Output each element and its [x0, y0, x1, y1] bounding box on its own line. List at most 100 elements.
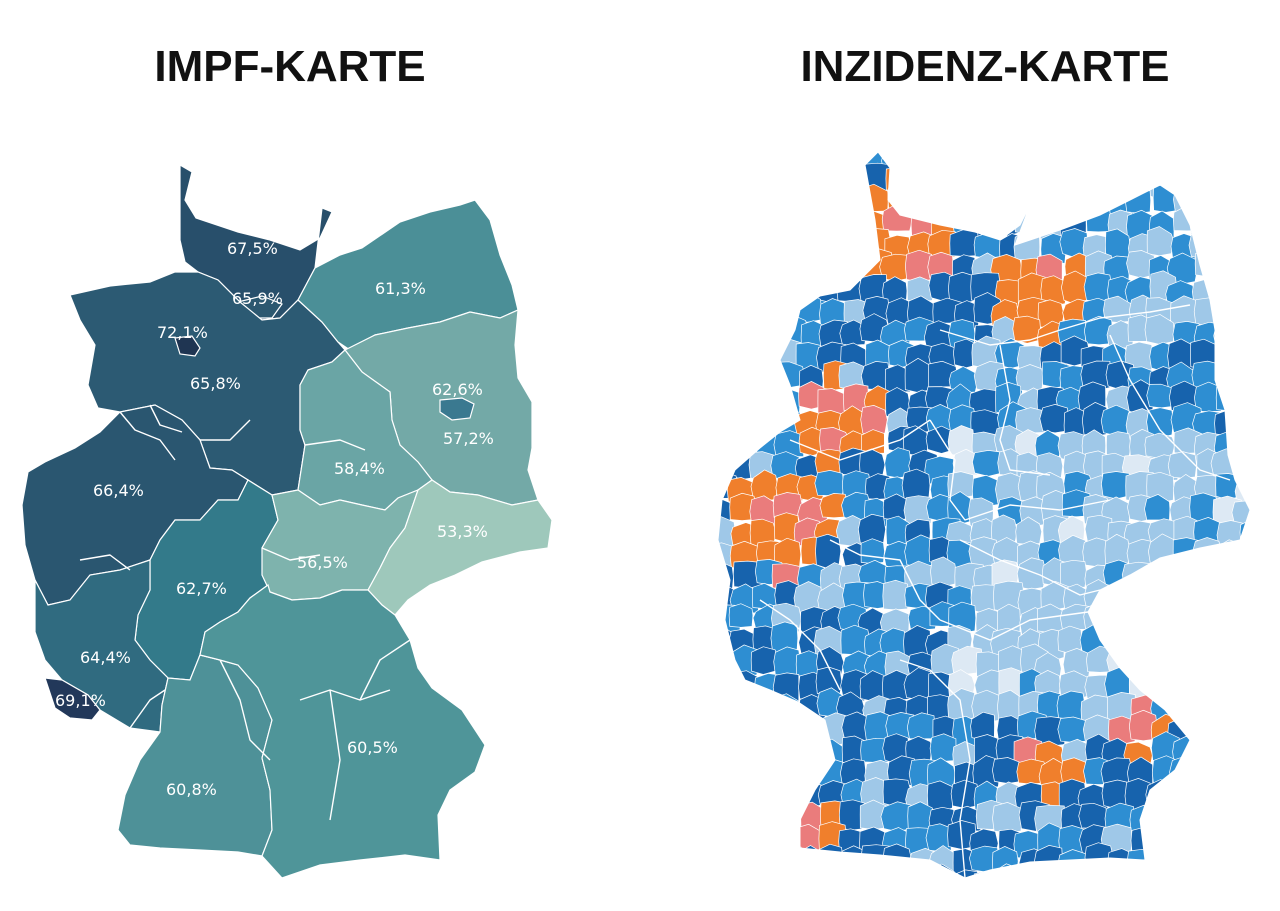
district: [755, 711, 780, 743]
district: [718, 211, 733, 243]
district: [1144, 314, 1175, 345]
district: [1237, 317, 1250, 345]
district: [726, 382, 754, 412]
district: [1166, 602, 1194, 632]
inzidenz-state-borders: [759, 304, 1231, 879]
district: [728, 213, 755, 243]
district: [1237, 212, 1250, 238]
district: [882, 669, 911, 702]
district: [882, 870, 909, 878]
district: [731, 802, 761, 832]
district: [1213, 691, 1243, 723]
district: [1238, 430, 1250, 457]
label-mecklenburg-vorpommern: 61,3%: [375, 279, 426, 298]
district: [776, 166, 806, 192]
district: [993, 189, 1022, 220]
district: [860, 866, 887, 878]
district: [929, 733, 957, 762]
district: [951, 205, 984, 235]
state-bremen: [174, 335, 201, 357]
label-saarland: 69,1%: [55, 691, 106, 710]
district: [1215, 739, 1246, 768]
district: [905, 152, 937, 173]
district: [1236, 165, 1250, 195]
district: [1061, 270, 1088, 305]
district: [1231, 843, 1250, 876]
district: [1193, 297, 1224, 326]
district: [797, 204, 824, 235]
district: [1234, 152, 1250, 169]
district: [929, 190, 956, 223]
district: [1218, 336, 1245, 367]
district: [1212, 802, 1243, 834]
district: [1056, 690, 1086, 720]
label-hamburg: 65,9%: [232, 289, 283, 308]
district: [727, 738, 757, 763]
district: [927, 229, 956, 259]
district: [1214, 409, 1244, 436]
district: [718, 670, 738, 698]
district: [729, 762, 758, 791]
district: [748, 209, 775, 245]
district: [718, 341, 740, 367]
district: [1057, 849, 1088, 878]
district: [1126, 848, 1159, 876]
district: [728, 270, 754, 300]
district: [1035, 864, 1061, 878]
district: [770, 714, 800, 749]
district: [1100, 605, 1130, 639]
district: [953, 166, 978, 197]
district: [1037, 191, 1067, 218]
district: [1105, 152, 1133, 169]
district: [754, 187, 785, 222]
district: [926, 167, 953, 198]
label-brandenburg: 57,2%: [443, 429, 494, 448]
district: [1231, 500, 1250, 527]
district: [860, 538, 885, 564]
district: [776, 250, 804, 284]
district: [973, 870, 1003, 878]
district: [1213, 872, 1246, 878]
district: [946, 182, 976, 213]
district: [1233, 648, 1250, 681]
district: [1146, 226, 1175, 257]
district: [1189, 732, 1221, 763]
district: [728, 294, 757, 326]
state-saarland: [44, 677, 101, 721]
district: [730, 821, 763, 849]
district: [1215, 272, 1242, 305]
district: [1173, 152, 1201, 173]
district: [1238, 781, 1250, 811]
label-bremen: 72,1%: [157, 323, 208, 342]
district: [779, 152, 805, 172]
district: [972, 152, 1003, 167]
district: [1190, 717, 1219, 744]
district: [748, 847, 775, 878]
district: [1061, 167, 1091, 199]
district: [749, 256, 782, 286]
district: [718, 257, 732, 285]
district: [755, 823, 782, 849]
district: [815, 184, 845, 214]
district: [718, 873, 734, 878]
district: [1035, 159, 1066, 189]
district: [718, 232, 734, 261]
district: [771, 273, 802, 304]
district: [1150, 646, 1181, 677]
district: [1234, 760, 1250, 790]
district: [1126, 159, 1156, 192]
district: [1215, 820, 1246, 849]
district: [1146, 407, 1174, 439]
district: [1191, 631, 1224, 662]
inzidenz-country-outline: [717, 151, 1251, 879]
district: [1193, 827, 1221, 855]
district: [748, 405, 778, 435]
district: [1081, 867, 1112, 878]
district: [813, 161, 842, 196]
district: [1121, 561, 1153, 590]
district: [992, 802, 1023, 833]
district: [772, 843, 803, 873]
label-schleswig-holstein: 67,5%: [227, 239, 278, 258]
district: [1148, 604, 1180, 638]
